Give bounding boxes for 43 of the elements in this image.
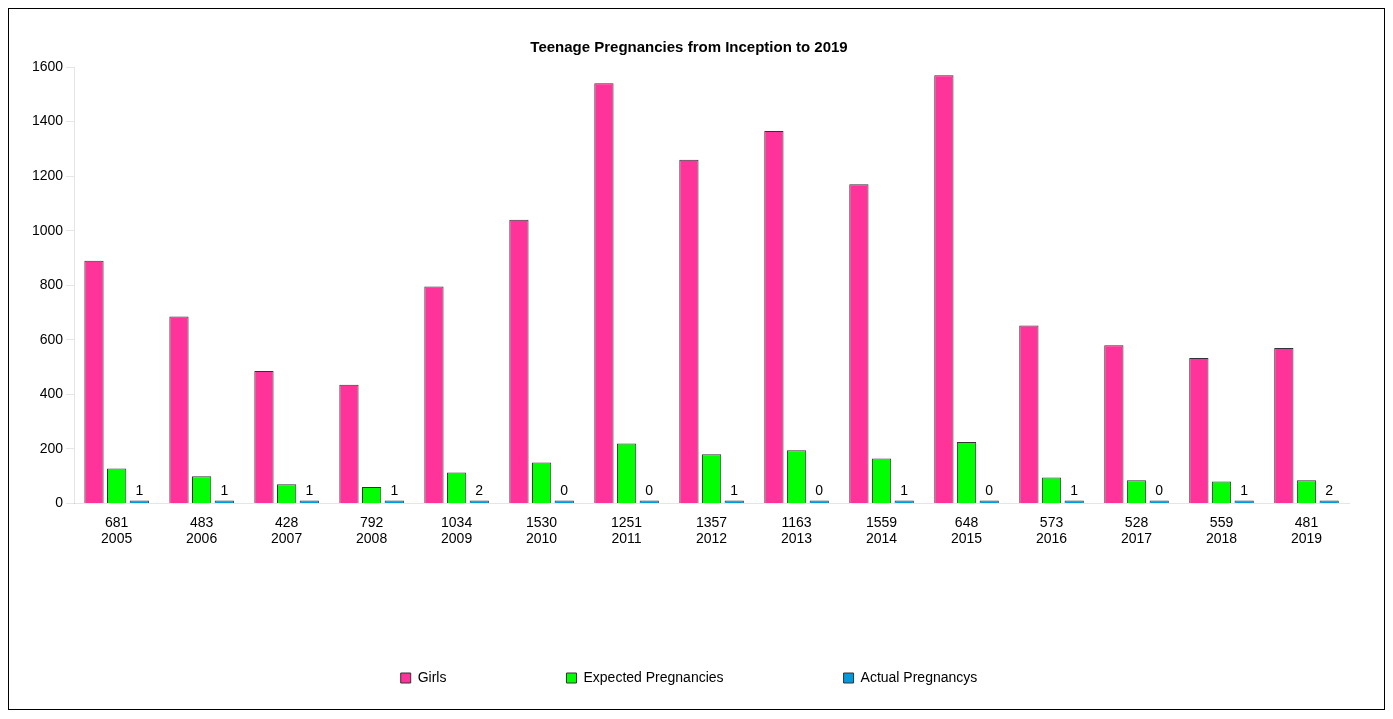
- x-tick-label: 559 2018: [1205, 513, 1238, 547]
- x-tick-label: 428 2007: [271, 513, 303, 547]
- data-label: 0: [815, 482, 824, 499]
- y-tick-label: 400: [39, 385, 64, 402]
- legend-label: Girls: [417, 668, 447, 685]
- x-tick-label: 528 2017: [1120, 513, 1153, 547]
- data-label: 0: [560, 482, 569, 499]
- y-tick-label: 1400: [31, 112, 64, 129]
- x-tick-label: 1530 2010: [526, 513, 558, 547]
- y-tick-label: 200: [39, 439, 64, 456]
- x-tick-label: 1034 2009: [441, 513, 473, 547]
- data-label: 0: [985, 482, 994, 499]
- y-tick-label: 1200: [31, 166, 64, 183]
- x-tick-label: 1559 2014: [865, 513, 898, 547]
- data-label: 1: [1240, 482, 1249, 499]
- data-label: 0: [645, 482, 654, 499]
- data-label: 0: [1155, 482, 1164, 499]
- x-tick-label: 1163 2013: [780, 513, 813, 547]
- x-tick-label: 481 2019: [1290, 513, 1323, 547]
- x-tick-label: 792 2008: [356, 513, 388, 547]
- y-tick-label: 0: [55, 494, 64, 511]
- data-label: 1: [135, 482, 144, 499]
- data-label: 1: [305, 482, 314, 499]
- data-label: 1: [220, 482, 229, 499]
- data-label: 1: [1070, 482, 1079, 499]
- y-tick-label: 600: [39, 330, 64, 347]
- data-label: 2: [1325, 482, 1334, 499]
- data-label: 1: [390, 482, 399, 499]
- x-tick-label: 681 2005: [101, 513, 133, 547]
- x-tick-label: 1251 2011: [611, 513, 643, 547]
- y-tick-label: 1600: [31, 57, 64, 74]
- x-tick-label: 483 2006: [186, 513, 218, 547]
- chart-title: Teenage Pregnancies from Inception to 2019: [530, 38, 848, 56]
- data-label: 1: [730, 482, 739, 499]
- x-tick-label: 1357 2012: [695, 513, 728, 547]
- legend-label: Expected Pregnancies: [583, 668, 724, 685]
- y-tick-label: 1000: [31, 221, 64, 238]
- x-tick-label: 573 2016: [1035, 513, 1068, 547]
- data-label: 1: [900, 482, 909, 499]
- y-tick-label: 800: [39, 276, 64, 293]
- legend-label: Actual Pregnancys: [860, 668, 978, 685]
- data-label: 2: [475, 482, 484, 499]
- x-tick-label: 648 2015: [950, 513, 983, 547]
